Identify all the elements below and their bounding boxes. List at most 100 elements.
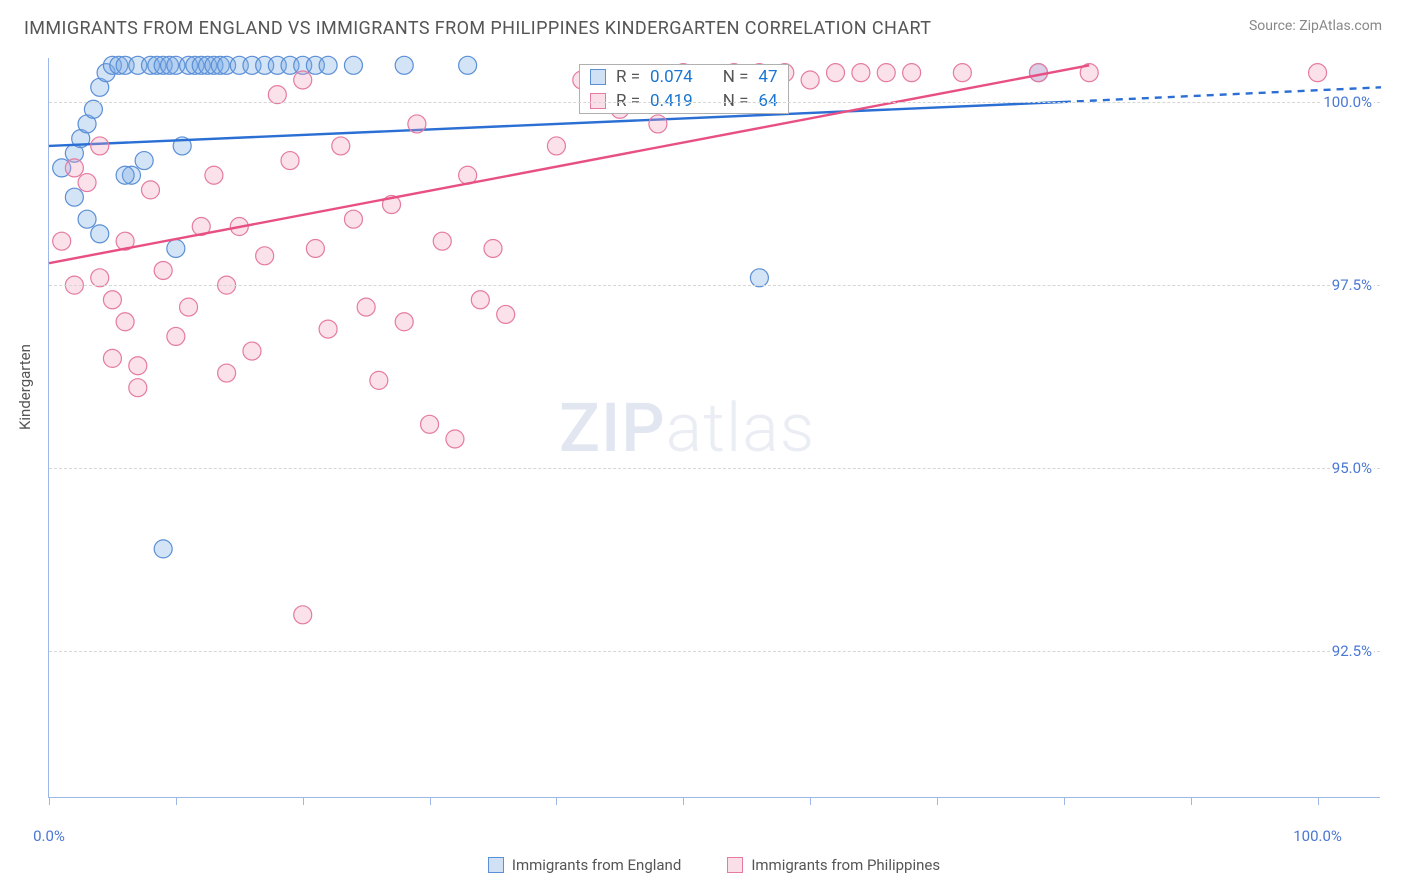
legend-label: Immigrants from England bbox=[512, 856, 681, 874]
data-point bbox=[433, 232, 451, 250]
data-point bbox=[180, 298, 198, 316]
data-point bbox=[446, 430, 464, 448]
scatter-chart: ZIPatlas R =0.074N =47R =0.419N =64 92.5… bbox=[48, 58, 1380, 798]
data-point bbox=[281, 152, 299, 170]
data-point bbox=[256, 247, 274, 265]
data-point bbox=[135, 152, 153, 170]
data-point bbox=[141, 181, 159, 199]
data-point bbox=[129, 357, 147, 375]
data-point bbox=[801, 71, 819, 89]
r-value: 0.074 bbox=[650, 67, 693, 87]
legend-item: Immigrants from England bbox=[488, 856, 681, 874]
data-point bbox=[344, 210, 362, 228]
y-tick-label: 100.0% bbox=[1321, 93, 1374, 111]
x-tick bbox=[1064, 797, 1065, 805]
data-point bbox=[750, 269, 768, 287]
data-point bbox=[154, 540, 172, 558]
series-swatch-icon bbox=[590, 69, 606, 85]
data-point bbox=[91, 269, 109, 287]
trend-line bbox=[49, 65, 1089, 263]
x-tick bbox=[430, 797, 431, 805]
data-point bbox=[852, 64, 870, 82]
legend-label: Immigrants from Philippines bbox=[751, 856, 940, 874]
data-point bbox=[484, 239, 502, 257]
data-point bbox=[408, 115, 426, 133]
data-point bbox=[459, 56, 477, 74]
x-tick bbox=[49, 797, 50, 805]
data-point bbox=[65, 188, 83, 206]
data-point bbox=[332, 137, 350, 155]
data-point bbox=[294, 606, 312, 624]
x-tick bbox=[556, 797, 557, 805]
data-point bbox=[903, 64, 921, 82]
data-point bbox=[319, 56, 337, 74]
data-point bbox=[78, 174, 96, 192]
data-point bbox=[53, 232, 71, 250]
data-point bbox=[116, 313, 134, 331]
x-tick bbox=[1191, 797, 1192, 805]
data-point bbox=[154, 261, 172, 279]
n-label: N = bbox=[723, 67, 749, 87]
legend-swatch-icon bbox=[727, 857, 743, 873]
legend-swatch-icon bbox=[488, 857, 504, 873]
x-tick bbox=[937, 797, 938, 805]
data-point bbox=[103, 349, 121, 367]
data-point bbox=[78, 210, 96, 228]
chart-title: IMMIGRANTS FROM ENGLAND VS IMMIGRANTS FR… bbox=[24, 18, 931, 39]
y-axis-title: Kindergarten bbox=[16, 344, 34, 430]
data-point bbox=[306, 239, 324, 257]
legend-item: Immigrants from Philippines bbox=[727, 856, 940, 874]
data-point bbox=[91, 137, 109, 155]
stats-legend-box: R =0.074N =47R =0.419N =64 bbox=[579, 64, 789, 114]
x-tick bbox=[810, 797, 811, 805]
x-tick bbox=[303, 797, 304, 805]
data-point bbox=[395, 56, 413, 74]
chart-header: IMMIGRANTS FROM ENGLAND VS IMMIGRANTS FR… bbox=[0, 0, 1406, 43]
data-point bbox=[205, 166, 223, 184]
data-point bbox=[91, 225, 109, 243]
plot-svg bbox=[49, 58, 1380, 797]
n-value: 47 bbox=[758, 67, 777, 87]
gridline bbox=[49, 285, 1380, 286]
gridline bbox=[49, 468, 1380, 469]
data-point bbox=[471, 291, 489, 309]
data-point bbox=[421, 415, 439, 433]
gridline bbox=[49, 651, 1380, 652]
data-point bbox=[370, 371, 388, 389]
x-tick bbox=[683, 797, 684, 805]
data-point bbox=[357, 298, 375, 316]
series-legend: Immigrants from England Immigrants from P… bbox=[48, 856, 1380, 874]
data-point bbox=[268, 86, 286, 104]
data-point bbox=[116, 166, 134, 184]
source-attribution: Source: ZipAtlas.com bbox=[1249, 18, 1382, 34]
data-point bbox=[65, 159, 83, 177]
gridline bbox=[49, 102, 1380, 103]
data-point bbox=[649, 115, 667, 133]
r-label: R = bbox=[616, 67, 640, 87]
data-point bbox=[167, 327, 185, 345]
data-point bbox=[395, 313, 413, 331]
data-point bbox=[547, 137, 565, 155]
data-point bbox=[497, 305, 515, 323]
x-tick bbox=[1318, 797, 1319, 805]
source-label: Source: bbox=[1249, 18, 1299, 34]
data-point bbox=[84, 100, 102, 118]
data-point bbox=[1309, 64, 1327, 82]
source-name: ZipAtlas.com bbox=[1299, 18, 1382, 34]
data-point bbox=[953, 64, 971, 82]
data-point bbox=[103, 291, 121, 309]
stats-row: R = 0.074 N = 47 bbox=[579, 65, 789, 89]
data-point bbox=[167, 239, 185, 257]
data-point bbox=[877, 64, 895, 82]
y-tick-label: 97.5% bbox=[1330, 276, 1374, 294]
data-point bbox=[294, 71, 312, 89]
x-tick bbox=[176, 797, 177, 805]
y-tick-label: 92.5% bbox=[1330, 642, 1374, 660]
x-tick-label: 0.0% bbox=[33, 827, 65, 845]
data-point bbox=[344, 56, 362, 74]
data-point bbox=[827, 64, 845, 82]
y-tick-label: 95.0% bbox=[1330, 459, 1374, 477]
data-point bbox=[218, 364, 236, 382]
data-point bbox=[319, 320, 337, 338]
data-point bbox=[129, 379, 147, 397]
